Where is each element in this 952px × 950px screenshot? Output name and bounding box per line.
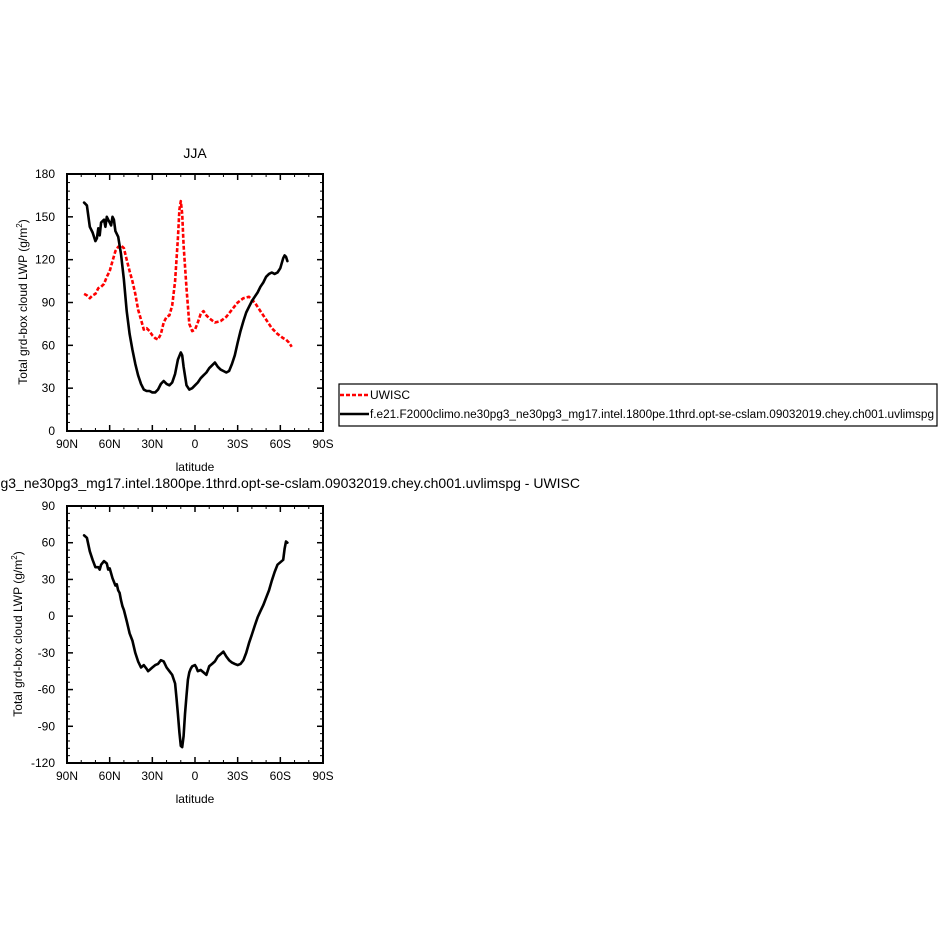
top-axis-ticks [66, 173, 324, 432]
top-y-tick-labels: 0 30 60 90 120 150 180 [35, 167, 55, 438]
top-x-tick-label: 60S [270, 437, 291, 451]
top-x-tick-label: 90S [312, 437, 333, 451]
bottom-panel-title: f.e21.F2000climo.ne30pg3_ne30pg3_mg17.in… [0, 475, 580, 491]
bottom-y-axis-label: Total grd-box cloud LWP (g/m2) [10, 551, 25, 716]
top-x-tick-label: 90N [56, 437, 78, 451]
bottom-x-axis-label: latitude [176, 792, 215, 806]
bottom-y-tick-label: 0 [48, 609, 55, 623]
top-x-tick-label: 60N [99, 437, 121, 451]
top-y-axis-label: Total grd-box cloud LWP (g/m2) [15, 219, 30, 384]
top-y-tick-label: 90 [42, 296, 56, 310]
top-series-line-0 [83, 199, 293, 348]
top-panel-title: JJA [183, 145, 207, 161]
bottom-y-tick-label: -90 [38, 719, 56, 733]
top-x-tick-label: 30S [227, 437, 248, 451]
bottom-x-tick-label: 30N [141, 769, 163, 783]
top-x-tick-label: 30N [141, 437, 163, 451]
bottom-y-tick-label: -120 [31, 756, 55, 770]
bottom-y-tick-label: 30 [42, 572, 56, 586]
bottom-x-tick-label: 30S [227, 769, 248, 783]
bottom-series-line-0 [82, 534, 289, 749]
bottom-y-tick-label: -30 [38, 646, 56, 660]
bottom-x-tick-label: 90S [312, 769, 333, 783]
top-y-tick-label: 120 [35, 253, 55, 267]
bottom-x-tick-label: 60N [99, 769, 121, 783]
bottom-plot-lines [82, 534, 289, 749]
top-series-line-1 [82, 201, 289, 394]
bottom-x-tick-label: 60S [270, 769, 291, 783]
bottom-y-tick-labels: -120 -90 -60 -30 0 30 60 90 [31, 499, 55, 770]
top-y-tick-label: 30 [42, 381, 56, 395]
top-x-tick-labels: 90N 60N 30N 0 30S 60S 90S [56, 437, 334, 451]
bottom-y-tick-label: 90 [42, 499, 56, 513]
legend-label-uwisc: UWISC [370, 388, 410, 402]
top-panel: JJA 0 30 60 90 120 150 180 90N 60N 30N 0 30S 60S 90S… [15, 145, 334, 474]
top-y-tick-label: 150 [35, 210, 55, 224]
legend-box [338, 383, 938, 427]
top-x-axis-label: latitude [176, 460, 215, 474]
top-y-tick-label: 60 [42, 338, 56, 352]
bottom-axis-ticks [66, 505, 324, 764]
legend: UWISC f.e21.F2000climo.ne30pg3_ne30pg3_m… [338, 383, 938, 427]
top-x-tick-label: 0 [192, 437, 199, 451]
bottom-x-tick-label: 90N [56, 769, 78, 783]
bottom-panel: f.e21.F2000climo.ne30pg3_ne30pg3_mg17.in… [0, 475, 580, 806]
top-plot-frame [66, 173, 324, 432]
bottom-y-tick-label: 60 [42, 536, 56, 550]
bottom-x-tick-label: 0 [192, 769, 199, 783]
bottom-y-tick-label: -60 [38, 683, 56, 697]
legend-label-model: f.e21.F2000climo.ne30pg3_ne30pg3_mg17.in… [370, 409, 934, 421]
top-y-tick-label: 180 [35, 167, 55, 181]
bottom-x-tick-labels: 90N 60N 30N 0 30S 60S 90S [56, 769, 334, 783]
top-plot-lines [82, 199, 293, 394]
top-y-tick-label: 0 [48, 424, 55, 438]
